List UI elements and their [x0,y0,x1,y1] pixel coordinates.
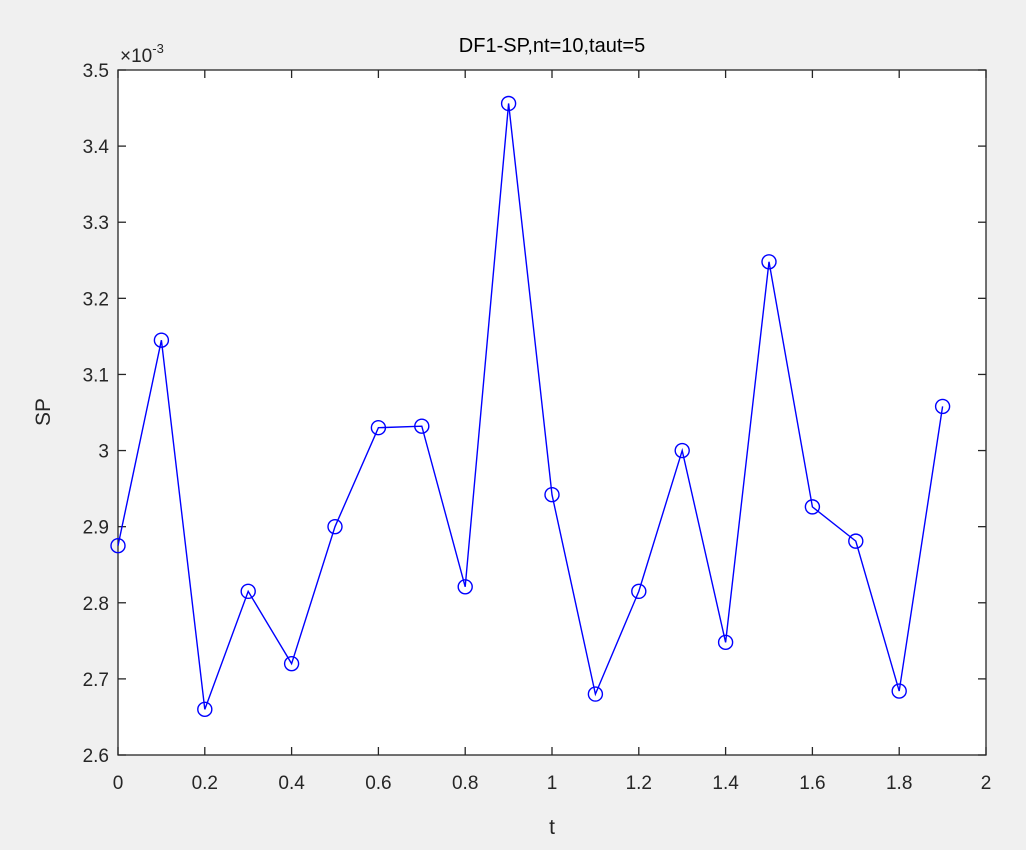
y-tick-label: 2.8 [83,594,109,615]
y-tick-label: 2.7 [83,670,109,691]
data-point [587,686,604,702]
data-point [197,701,213,718]
y-multiplier-base: ×10 [120,46,152,67]
data-point [240,583,256,600]
y-tick-label: 3.1 [83,365,109,386]
x-axis-label: t [549,816,555,839]
x-tick-label: 1.2 [626,773,652,794]
y-multiplier-exponent: -3 [152,41,164,56]
data-point [370,420,387,436]
data-point [631,583,647,600]
y-tick-label: 2.6 [83,746,109,767]
y-tick-label: 3.3 [83,213,109,234]
y-tick-label: 3.5 [83,61,109,82]
y-tick-label: 2.9 [83,518,109,539]
y-axis-multiplier: ×10-3 [120,41,164,67]
y-tick-label: 3.2 [83,289,109,310]
data-point [414,418,430,434]
x-tick-label: 0 [113,773,124,794]
series-layer [110,95,951,718]
data-point [848,533,864,549]
y-tick-label: 3.4 [83,137,110,158]
data-point [891,683,907,699]
data-point [283,655,300,672]
x-tick-label: 2 [981,773,992,794]
series-line [117,103,944,710]
x-tick-label: 0.8 [452,773,478,794]
data-point [153,332,170,348]
data-point [934,398,951,415]
x-axis-ticks: 0 0.2 0.4 0.6 0.8 1 1.2 1.4 1.6 1.8 2 [113,70,992,794]
x-tick-label: 0.6 [365,773,391,794]
data-point [500,95,517,112]
y-axis-ticks: 2.6 2.7 2.8 2.9 3 3.1 3.2 3.3 3.4 3.5 [83,61,986,767]
data-point [674,442,690,459]
data-point [544,487,560,503]
plot-area [117,69,987,756]
x-tick-label: 1.8 [886,773,912,794]
chart-title: DF1-SP,nt=10,taut=5 [459,35,645,57]
y-axis-label: SP [32,398,55,426]
x-tick-label: 1.6 [799,773,825,794]
data-point [110,537,126,554]
x-tick-label: 1.4 [712,773,739,794]
data-point [717,634,734,651]
data-point [457,579,473,595]
x-tick-label: 0.4 [278,773,305,794]
x-tick-label: 0.2 [192,773,218,794]
y-tick-label: 3 [98,442,109,463]
data-point [804,499,821,515]
x-tick-label: 1 [547,773,558,794]
data-point [327,518,343,535]
data-point [761,254,777,270]
